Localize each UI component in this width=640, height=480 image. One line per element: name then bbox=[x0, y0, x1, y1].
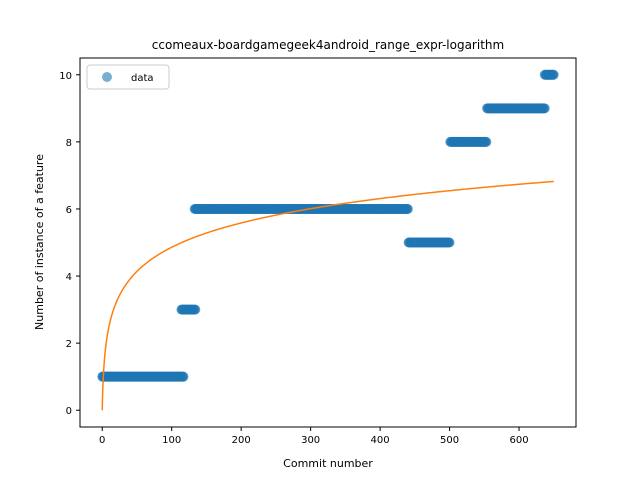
data-point bbox=[481, 136, 492, 147]
data-point bbox=[548, 69, 559, 80]
y-tick-label: 2 bbox=[66, 339, 72, 350]
y-tick-label: 0 bbox=[66, 406, 72, 417]
x-tick-label: 500 bbox=[440, 435, 459, 446]
plot-frame bbox=[79, 57, 577, 428]
y-tick-label: 8 bbox=[66, 138, 72, 149]
legend-label-data: data bbox=[131, 73, 154, 84]
data-point bbox=[190, 304, 201, 315]
x-axis-label: Commit number bbox=[283, 457, 373, 470]
plot-marks bbox=[97, 69, 559, 411]
data-point bbox=[402, 203, 413, 214]
legend-box bbox=[86, 64, 170, 90]
y-tick-label: 10 bbox=[59, 71, 72, 82]
legend: data bbox=[86, 64, 170, 90]
axes: 0 100 200 300 400 500 600 0 2 4 6 8 10 bbox=[59, 71, 528, 446]
data-point bbox=[178, 371, 189, 382]
data-point bbox=[444, 237, 455, 248]
y-axis-label: Number of instance of a feature bbox=[33, 154, 46, 330]
fit-line bbox=[101, 180, 554, 411]
y-tick-label: 6 bbox=[66, 205, 72, 216]
legend-marker-data bbox=[102, 72, 112, 82]
x-tick-label: 200 bbox=[232, 435, 251, 446]
x-tick-label: 400 bbox=[371, 435, 390, 446]
x-tick-label: 0 bbox=[99, 435, 105, 446]
chart-title: ccomeaux-boardgamegeek4android_range_exp… bbox=[152, 38, 504, 52]
x-tick-label: 100 bbox=[162, 435, 181, 446]
data-point bbox=[539, 103, 550, 114]
y-tick-label: 4 bbox=[66, 272, 72, 283]
x-tick-label: 300 bbox=[301, 435, 320, 446]
x-tick-label: 600 bbox=[509, 435, 528, 446]
